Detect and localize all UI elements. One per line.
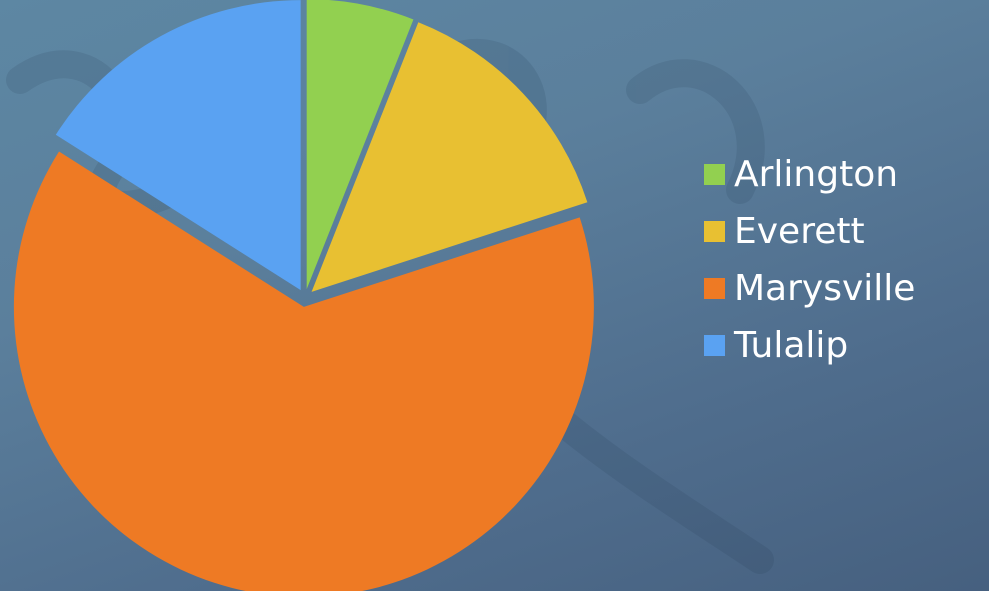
legend-label-tulalip: Tulalip (734, 324, 849, 366)
legend-item-everett: Everett (704, 203, 915, 260)
legend-swatch-arlington (704, 164, 725, 185)
legend-swatch-everett (704, 221, 725, 242)
chart-legend: Arlington Everett Marysville Tulalip (704, 146, 915, 374)
legend-label-everett: Everett (734, 210, 865, 252)
pie-slice-tulalip (55, 0, 301, 291)
pie-slices (13, 0, 594, 591)
pie-slice-marysville (13, 151, 594, 591)
legend-swatch-marysville (704, 278, 725, 299)
pie-slice-arlington (306, 0, 414, 290)
legend-label-marysville: Marysville (734, 267, 916, 309)
legend-item-marysville: Marysville (704, 260, 915, 317)
legend-item-arlington: Arlington (704, 146, 915, 203)
pie-slice-everett (311, 22, 588, 292)
legend-label-arlington: Arlington (734, 153, 899, 195)
legend-item-tulalip: Tulalip (704, 317, 915, 374)
legend-swatch-tulalip (704, 335, 725, 356)
